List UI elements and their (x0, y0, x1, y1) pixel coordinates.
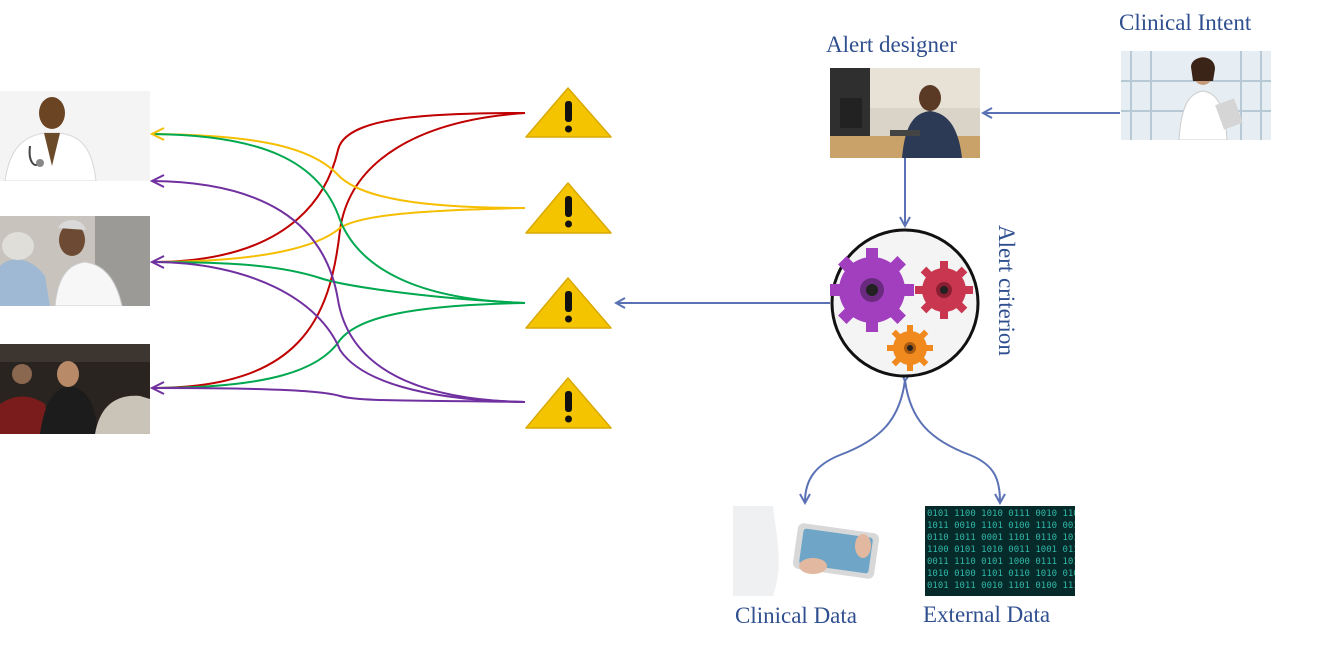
alert-criterion-label: Alert criterion (994, 225, 1019, 356)
route-purple-2 (151, 261, 526, 403)
alert-1 (525, 87, 612, 138)
route-green-3 (151, 302, 526, 389)
external-data-label: External Data (923, 602, 1051, 627)
route-red-1 (151, 112, 526, 263)
route-purple-1 (151, 180, 526, 403)
route-yellow-1 (151, 133, 526, 209)
arrowhead-purple-1 (149, 174, 165, 188)
gears-icon (830, 248, 973, 371)
svg-text:0110 1011 0001 1101 0110 1010: 0110 1011 0001 1101 0110 1010 01 (927, 533, 1075, 543)
recipient-caregiver-with-patient (0, 216, 150, 306)
svg-text:1100 0101 1010 0011 1001 0110: 1100 0101 1010 0011 1001 0110 11 (927, 545, 1075, 555)
alert-designer-label: Alert designer (826, 32, 957, 57)
clinical-data-label: Clinical Data (735, 603, 857, 628)
arrow-criterion-clinical-data (805, 380, 905, 502)
svg-text:0101 1100 1010 0111 0010 1101: 0101 1100 1010 0111 0010 1101 01 (927, 509, 1075, 519)
external-data-photo: 0101 1100 1010 0111 0010 1101 01 1011 00… (925, 506, 1075, 596)
route-green-1 (151, 133, 526, 304)
route-green-2 (151, 261, 526, 304)
svg-text:0101 1011 0010 1101 0100 1110: 0101 1011 0010 1101 0100 1110 01 (927, 581, 1075, 591)
alert-4 (525, 377, 612, 429)
arrow-criterion-external-data (904, 379, 1000, 502)
alert-designer-photo (830, 68, 980, 158)
svg-text:0011 1110 0101 1000 0111 1011: 0011 1110 0101 1000 0111 1011 00 (927, 557, 1075, 567)
arrowhead-purple-3 (149, 381, 165, 395)
route-red-2 (151, 112, 526, 389)
arrowhead-purple-2 (149, 255, 165, 269)
recipient-paramedics (0, 344, 150, 434)
alert-criterion-node (830, 228, 980, 378)
arrowhead-yellow (149, 127, 165, 141)
recipient-physician (0, 91, 150, 181)
route-yellow-2 (151, 207, 526, 263)
clinical-data-photo (733, 506, 883, 596)
clinical-intent-label: Clinical Intent (1119, 10, 1252, 35)
clinical-intent-photo (1121, 51, 1271, 140)
svg-text:1010 0100 1101 0110 1010 0101: 1010 0100 1101 0110 1010 0101 10 (927, 569, 1075, 579)
svg-text:1011 0010 1101 0100 1110 0011: 1011 0010 1101 0100 1110 0011 10 (927, 521, 1075, 531)
route-purple-3 (151, 387, 526, 403)
alert-2 (525, 182, 612, 234)
alert-3 (525, 277, 612, 329)
